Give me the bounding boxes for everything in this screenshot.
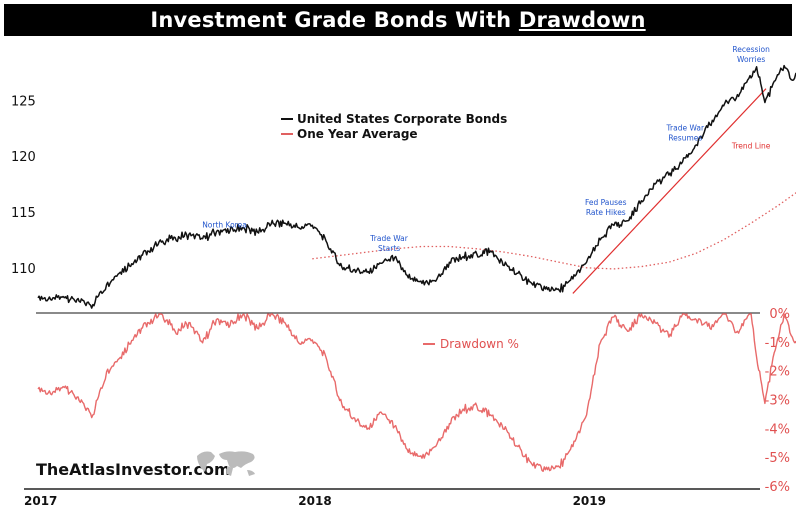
- series-one-year-average: [312, 192, 796, 270]
- drawdown-y-tick-label: -4%: [765, 422, 790, 437]
- chart-annotation: Trade War: [666, 123, 705, 132]
- chart-title-bar: Investment Grade Bonds With Drawdown: [4, 4, 792, 36]
- series-drawdown: [37, 313, 796, 472]
- world-map-icon: [197, 451, 255, 476]
- drawdown-y-tick-label: 0%: [769, 307, 790, 322]
- price-y-tick-label: 120: [11, 150, 36, 165]
- chart-annotation: Worries: [737, 55, 765, 64]
- title-emphasis: Drawdown: [518, 8, 646, 32]
- price-y-tick-label: 115: [11, 206, 36, 221]
- chart-annotation: Resumes: [668, 133, 702, 142]
- price-y-tick-label: 110: [11, 262, 36, 277]
- series-corporate-bonds: [37, 64, 796, 309]
- chart-annotation: Fed Pauses: [585, 198, 627, 207]
- chart-annotation: North Korea: [202, 221, 247, 230]
- legend-label-bonds: United States Corporate Bonds: [297, 112, 507, 126]
- chart-annotation: Rate Hikes: [586, 208, 626, 217]
- legend-label-drawdown: Drawdown %: [440, 337, 519, 351]
- drawdown-y-tick-label: -2%: [765, 365, 790, 380]
- drawdown-y-tick-label: -6%: [765, 480, 790, 495]
- chart-annotation: Trend Line: [731, 141, 771, 150]
- drawdown-y-tick-label: -3%: [765, 394, 790, 409]
- price-y-tick-label: 125: [11, 94, 36, 109]
- x-tick-label: 2017: [24, 494, 57, 508]
- brand-watermark: TheAtlasInvestor.com: [36, 460, 231, 479]
- chart-annotation: Recession: [732, 45, 770, 54]
- drawdown-legend: Drawdown %: [423, 337, 519, 351]
- chart-annotation: Trade War: [369, 234, 408, 243]
- x-tick-label: 2019: [573, 494, 606, 508]
- title-prefix: Investment Grade Bonds With: [150, 8, 512, 32]
- drawdown-y-tick-label: -5%: [765, 451, 790, 466]
- chart-title: Investment Grade Bonds With Drawdown: [150, 8, 645, 32]
- chart-annotation: Starts: [378, 244, 400, 253]
- x-tick-label: 2018: [298, 494, 331, 508]
- legend-label-average: One Year Average: [297, 127, 418, 141]
- series-trend-line: [572, 88, 767, 294]
